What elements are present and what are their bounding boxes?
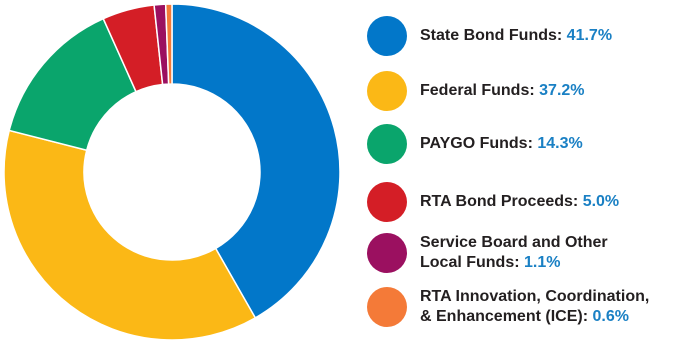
legend-swatch-rta-ice (367, 287, 407, 327)
legend-item-rta-bond-proceeds: RTA Bond Proceeds: 5.0% (367, 182, 619, 222)
legend-label-paygo-funds: PAYGO Funds: 14.3% (420, 134, 583, 154)
legend-label-rta-bond-proceeds: RTA Bond Proceeds: 5.0% (420, 192, 619, 212)
legend-label-federal-funds: Federal Funds: 37.2% (420, 81, 585, 101)
legend-label-line2: & Enhancement (ICE): (420, 308, 589, 325)
slice-rta-ice (164, 3, 173, 85)
legend-swatch-rta-bond-proceeds (367, 182, 407, 222)
legend-value-federal-funds: 37.2% (539, 82, 585, 99)
legend-label-line1: RTA Innovation, Coordination, (420, 288, 650, 305)
legend-item-rta-ice: RTA Innovation, Coordination, & Enhancem… (367, 287, 649, 327)
legend-swatch-paygo-funds (367, 124, 407, 164)
legend-item-state-bond-funds: State Bond Funds: 41.7% (367, 16, 612, 56)
legend-label-service-board-local-funds: Service Board and Other Local Funds: 1.1… (420, 233, 608, 273)
legend-item-federal-funds: Federal Funds: 37.2% (367, 71, 585, 111)
legend-label-rta-ice: RTA Innovation, Coordination, & Enhancem… (420, 287, 649, 327)
legend-item-paygo-funds: PAYGO Funds: 14.3% (367, 124, 583, 164)
legend-item-service-board-local-funds: Service Board and Other Local Funds: 1.1… (367, 233, 608, 273)
legend-value-rta-bond-proceeds: 5.0% (582, 193, 620, 210)
legend-value-paygo-funds: 14.3% (537, 135, 583, 152)
legend-label-line1: Federal Funds: (420, 82, 535, 99)
legend-swatch-federal-funds (367, 71, 407, 111)
slice-federal-funds (3, 129, 257, 341)
legend-value-state-bond-funds: 41.7% (566, 27, 613, 44)
legend-value-rta-ice: 0.6% (592, 308, 629, 325)
donut-chart (3, 3, 341, 341)
slice-state-bond-funds (171, 3, 341, 319)
legend-label-line1: State Bond Funds: (420, 27, 563, 44)
legend-swatch-state-bond-funds (367, 16, 407, 56)
legend-swatch-service-board-local-funds (367, 233, 407, 273)
legend-label-line1: Service Board and Other (420, 234, 608, 251)
legend-label-state-bond-funds: State Bond Funds: 41.7% (420, 26, 612, 46)
legend-label-line1: PAYGO Funds: (420, 135, 533, 152)
legend-label-line2: Local Funds: (420, 254, 520, 271)
legend-value-service-board-local-funds: 1.1% (524, 254, 561, 271)
legend-label-line1: RTA Bond Proceeds: (420, 193, 579, 210)
